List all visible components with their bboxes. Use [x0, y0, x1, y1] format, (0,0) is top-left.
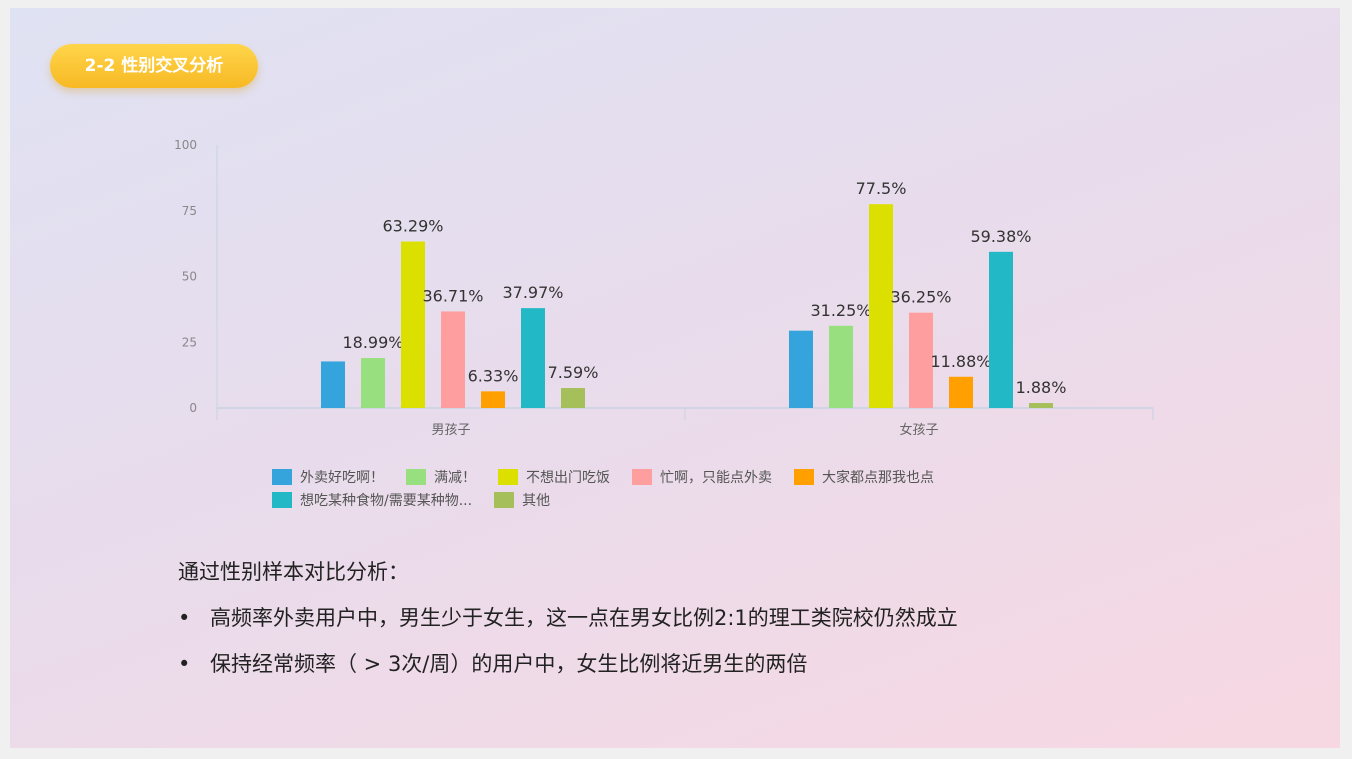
- legend-swatch: [498, 469, 518, 485]
- legend-swatch: [494, 492, 515, 508]
- data-label: 31.25%: [810, 301, 871, 320]
- note-text: 高频率外卖用户中，男生少于女生，这一点在男女比例2:1的理工类院校仍然成立: [210, 606, 958, 630]
- note-bullet: • 高频率外卖用户中，男生少于女生，这一点在男女比例2:1的理工类院校仍然成立: [178, 606, 958, 630]
- chart-legend: 外卖好吃啊！ 满减！ 不想出门吃饭 忙啊，只能点外卖 大家都点那我也点想吃某种食物/需要…: [272, 466, 1072, 512]
- data-label: 36.25%: [890, 288, 951, 307]
- legend-swatch: [272, 492, 292, 508]
- bar: [909, 312, 933, 408]
- legend-item[interactable]: 忙啊，只能点外卖: [632, 466, 772, 488]
- section-title-badge: 2-2 性别交叉分析: [50, 44, 258, 88]
- bar: [829, 325, 853, 408]
- legend-item[interactable]: 大家都点那我也点: [794, 466, 934, 488]
- bar: [561, 388, 585, 408]
- bar: [949, 376, 973, 408]
- legend-swatch: [632, 469, 652, 485]
- legend-label: 满减！: [434, 470, 476, 486]
- data-label: 18.99%: [342, 333, 403, 352]
- legend-label: 外卖好吃啊！: [300, 470, 384, 486]
- y-tick-label: 0: [189, 401, 197, 415]
- bar: [1029, 403, 1053, 408]
- legend-item[interactable]: 外卖好吃啊！: [272, 466, 384, 488]
- legend-swatch: [794, 469, 814, 485]
- data-label: 1.88%: [1016, 378, 1067, 397]
- bar: [521, 308, 545, 408]
- legend-swatch: [406, 469, 426, 485]
- data-label: 11.88%: [930, 352, 991, 371]
- legend-label: 忙啊，只能点外卖: [660, 470, 772, 486]
- legend-swatch: [272, 469, 292, 485]
- slide: 2-2 性别交叉分析: [10, 8, 1340, 748]
- legend-label: 不想出门吃饭: [526, 470, 610, 486]
- y-tick-label: 75: [182, 204, 197, 218]
- bar: [869, 204, 893, 408]
- data-label: 59.38%: [970, 227, 1031, 246]
- data-label: 77.5%: [856, 179, 907, 198]
- legend-item[interactable]: 其他: [494, 489, 550, 511]
- legend-label: 其他: [522, 493, 551, 509]
- note-bullet: • 保持经常频率（ > 3次/周）的用户中，女生比例将近男生的两倍: [178, 652, 808, 676]
- note-text: 保持经常频率（ > 3次/周）的用户中，女生比例将近男生的两倍: [210, 652, 808, 676]
- data-label: 37.97%: [502, 283, 563, 302]
- data-label: 6.33%: [468, 366, 519, 385]
- bar: [441, 311, 465, 408]
- bar: [401, 241, 425, 408]
- y-tick-label: 50: [182, 270, 197, 284]
- x-category-label: 男孩子: [431, 423, 470, 438]
- bar: [321, 361, 345, 408]
- data-label: 7.59%: [548, 363, 599, 382]
- analysis-notes: 通过性别样本对比分析： • 高频率外卖用户中，男生少于女生，这一点在男女比例2:1…: [178, 556, 958, 694]
- bar: [789, 330, 813, 408]
- bar: [989, 251, 1013, 408]
- y-tick-label: 100: [174, 138, 197, 152]
- legend-item[interactable]: 不想出门吃饭: [498, 466, 610, 488]
- bar: [361, 358, 385, 408]
- data-label: 36.71%: [422, 286, 483, 305]
- legend-item[interactable]: 满减！: [406, 466, 476, 488]
- legend-item[interactable]: 想吃某种食物/需要某种物...: [272, 489, 472, 511]
- y-tick-label: 25: [182, 335, 197, 349]
- x-category-label: 女孩子: [899, 422, 938, 438]
- notes-heading: 通过性别样本对比分析：: [178, 560, 409, 584]
- bar: [481, 391, 505, 408]
- legend-label: 大家都点那我也点: [822, 470, 934, 486]
- data-label: 63.29%: [382, 217, 443, 236]
- legend-label: 想吃某种食物/需要某种物...: [300, 493, 473, 509]
